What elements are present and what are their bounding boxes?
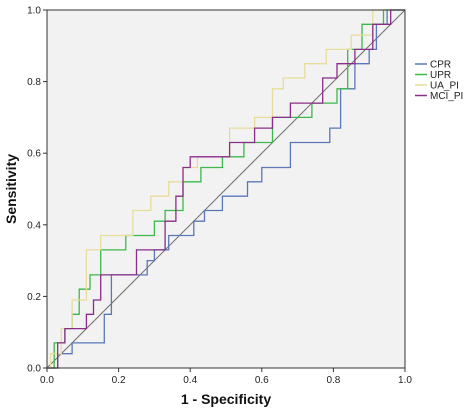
y-tick-label: 0.8 bbox=[27, 77, 41, 88]
series-line-ua-pi bbox=[47, 9, 405, 369]
plot-frame bbox=[46, 9, 406, 369]
x-axis-title: 1 - Specificity bbox=[181, 391, 271, 407]
x-tick-label: 0.8 bbox=[326, 375, 340, 386]
series-line-mci-pi bbox=[47, 9, 405, 369]
series-line-cpr bbox=[47, 9, 405, 369]
y-tick-label: 0.2 bbox=[27, 292, 41, 303]
series-layer bbox=[47, 9, 405, 369]
y-axis: 0.0 0.2 0.4 0.6 0.8 1.0 bbox=[27, 6, 47, 375]
legend-label-cpr: CPR bbox=[430, 60, 451, 71]
y-tick-label: 0.6 bbox=[27, 149, 41, 160]
legend-label-mci-pi: MCI_PI bbox=[430, 91, 463, 102]
y-axis-title: Sensitivity bbox=[3, 154, 19, 224]
x-tick-label: 0.0 bbox=[40, 375, 54, 386]
reference-diagonal bbox=[46, 9, 406, 369]
y-tick-label: 1.0 bbox=[27, 6, 41, 17]
y-tick-label: 0.4 bbox=[27, 220, 41, 231]
legend-label-upr: UPR bbox=[430, 70, 451, 81]
x-axis: 0.0 0.2 0.4 0.6 0.8 1.0 bbox=[40, 368, 412, 386]
y-tick-label: 0.0 bbox=[27, 364, 41, 375]
x-tick-label: 0.6 bbox=[255, 375, 269, 386]
x-tick-label: 0.2 bbox=[112, 375, 126, 386]
legend-label-ua-pi: UA_PI bbox=[430, 81, 459, 92]
x-tick-label: 0.4 bbox=[183, 375, 197, 386]
x-tick-label: 1.0 bbox=[398, 375, 412, 386]
